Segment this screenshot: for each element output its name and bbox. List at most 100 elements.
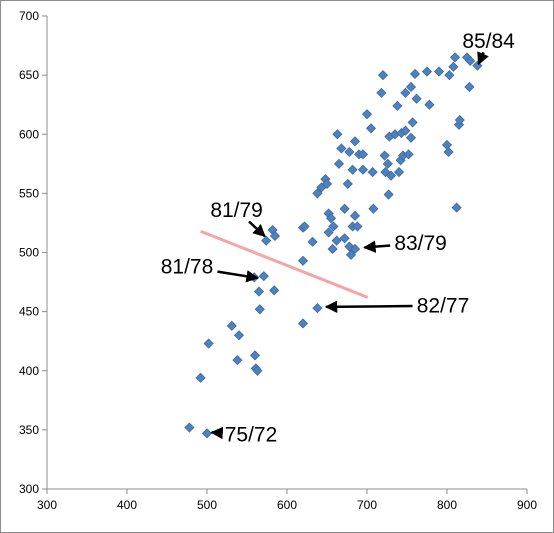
data-point bbox=[385, 170, 397, 181]
annotation-arrow bbox=[324, 300, 413, 314]
annotation-label: 82/77 bbox=[417, 295, 470, 318]
annotation-label: 75/72 bbox=[225, 424, 278, 447]
data-point bbox=[400, 87, 411, 98]
data-point bbox=[377, 70, 389, 81]
data-point bbox=[465, 55, 476, 67]
data-point bbox=[383, 189, 394, 200]
data-point bbox=[357, 149, 369, 160]
y-tick-label: 700 bbox=[19, 9, 39, 23]
data-point bbox=[411, 93, 422, 104]
data-point bbox=[361, 109, 373, 120]
data-point bbox=[347, 164, 358, 175]
annotation-label: 81/79 bbox=[210, 199, 263, 222]
data-point bbox=[203, 338, 214, 349]
data-point bbox=[409, 68, 421, 80]
data-point bbox=[332, 129, 343, 140]
data-point bbox=[233, 330, 245, 341]
data-point bbox=[392, 100, 403, 111]
data-point bbox=[312, 188, 323, 199]
data-point bbox=[407, 117, 418, 128]
data-point bbox=[226, 320, 237, 331]
annotation-arrow bbox=[248, 220, 266, 238]
data-point bbox=[336, 143, 347, 154]
data-point bbox=[451, 202, 462, 213]
data-point bbox=[344, 146, 355, 158]
data-point bbox=[184, 422, 195, 433]
y-tick-label: 350 bbox=[19, 423, 39, 437]
data-point bbox=[249, 350, 261, 361]
data-point bbox=[297, 318, 309, 329]
data-point bbox=[307, 236, 318, 247]
data-point bbox=[424, 99, 435, 110]
data-point bbox=[379, 150, 390, 161]
data-point bbox=[254, 304, 265, 315]
x-tick-label: 300 bbox=[37, 498, 57, 512]
data-point bbox=[321, 178, 333, 189]
data-point bbox=[261, 235, 272, 246]
data-point bbox=[253, 286, 265, 297]
data-point bbox=[382, 158, 393, 169]
data-point bbox=[342, 178, 353, 189]
data-point bbox=[367, 167, 378, 178]
data-point bbox=[349, 243, 361, 255]
data-point bbox=[405, 132, 417, 143]
annotation-arrow bbox=[477, 51, 489, 66]
annotation-arrow bbox=[363, 240, 391, 253]
data-point bbox=[441, 139, 453, 150]
trend-line-group bbox=[200, 229, 369, 299]
data-point bbox=[269, 230, 281, 242]
annotation-arrow bbox=[217, 270, 259, 283]
data-point bbox=[400, 125, 411, 136]
x-tick-label: 600 bbox=[277, 498, 297, 512]
data-point bbox=[299, 221, 310, 232]
y-tick-label: 550 bbox=[19, 186, 39, 200]
data-point bbox=[454, 114, 465, 126]
data-point bbox=[368, 203, 379, 214]
data-point bbox=[201, 428, 213, 439]
data-point bbox=[449, 52, 461, 63]
y-tick-label: 600 bbox=[19, 127, 39, 141]
data-point bbox=[349, 210, 361, 221]
trend-line bbox=[200, 229, 369, 299]
data-point bbox=[312, 303, 323, 314]
data-point bbox=[328, 221, 339, 232]
data-point bbox=[443, 146, 454, 158]
data-point bbox=[376, 87, 387, 98]
data-point bbox=[393, 167, 405, 178]
data-point bbox=[405, 81, 417, 93]
data-point bbox=[345, 249, 357, 260]
data-point bbox=[339, 233, 350, 244]
x-tick-label: 700 bbox=[357, 498, 377, 512]
annotation-label: 81/78 bbox=[161, 256, 214, 279]
axes: 300 350 400 450 500 550 600 650 700 300 400 500 600 7… bbox=[19, 9, 537, 512]
data-point bbox=[327, 243, 338, 255]
data-point bbox=[433, 66, 445, 77]
annotations: 85/84 81/79 83/79 81/78 82/77 75/72 bbox=[161, 30, 515, 447]
data-point bbox=[258, 271, 269, 282]
data-point bbox=[421, 66, 433, 77]
data-point bbox=[448, 61, 459, 72]
annotation-label: 83/79 bbox=[394, 232, 447, 255]
data-point bbox=[352, 221, 363, 232]
data-point bbox=[325, 213, 337, 224]
x-tick-label: 900 bbox=[517, 498, 537, 512]
data-point bbox=[365, 123, 377, 134]
data-point bbox=[349, 136, 361, 147]
data-point bbox=[444, 70, 455, 81]
y-tick-label: 650 bbox=[19, 68, 39, 82]
data-point bbox=[331, 235, 342, 246]
y-tick-label: 500 bbox=[19, 246, 39, 260]
data-point bbox=[339, 203, 350, 214]
x-tick-label: 500 bbox=[197, 498, 217, 512]
annotation-label: 85/84 bbox=[462, 30, 515, 53]
data-points bbox=[184, 52, 483, 439]
data-point bbox=[323, 227, 334, 238]
x-tick-label: 400 bbox=[117, 498, 137, 512]
data-point bbox=[403, 149, 414, 160]
data-point bbox=[357, 164, 369, 175]
data-point bbox=[232, 355, 243, 366]
y-tick-label: 400 bbox=[19, 364, 39, 378]
data-point bbox=[297, 255, 309, 266]
data-point bbox=[269, 285, 280, 296]
